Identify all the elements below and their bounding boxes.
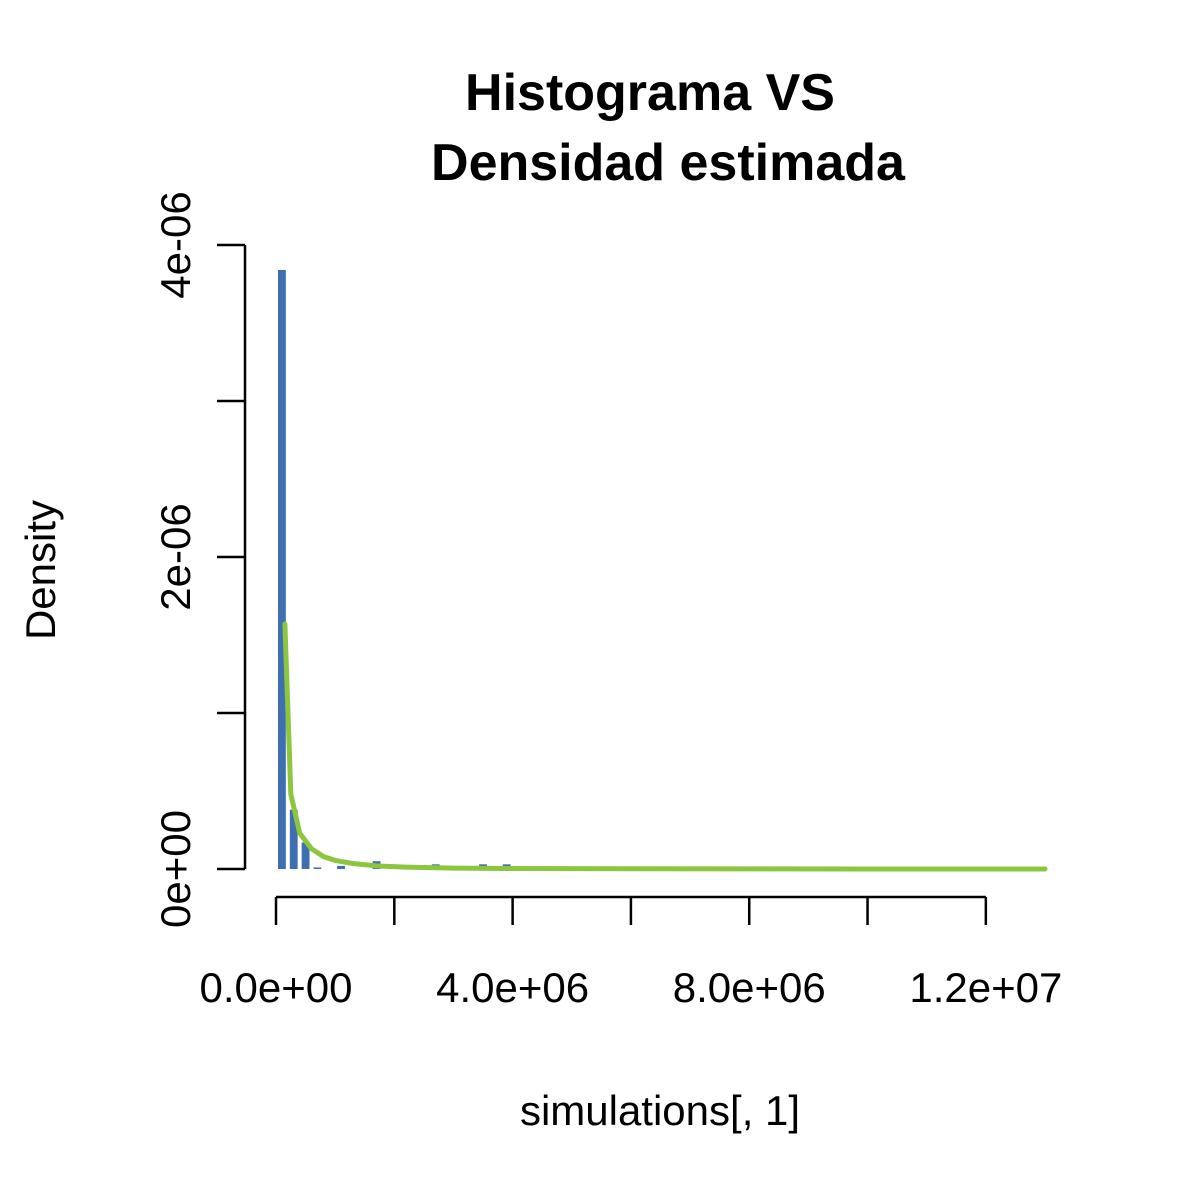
y-tick-label: 4e-06 <box>152 191 199 298</box>
histogram-bar <box>301 842 310 869</box>
x-tick-label: 8.0e+06 <box>673 964 826 1011</box>
histogram-bars <box>278 269 511 870</box>
histogram-bar <box>278 269 286 870</box>
y-tick-label: 2e-06 <box>152 503 199 610</box>
chart-title-line-2: Densidad estimada <box>431 134 906 192</box>
density-curve <box>282 621 1048 872</box>
y-axis-label: Density <box>17 500 64 640</box>
x-tick-label: 1.2e+07 <box>909 964 1062 1011</box>
x-tick-label: 4.0e+06 <box>436 964 589 1011</box>
x-axis: 0.0e+00 4.0e+06 8.0e+06 1.2e+07 <box>200 895 1062 1011</box>
chart-title-line-1: Histograma VS <box>465 64 835 122</box>
x-axis-label: simulations[, 1] <box>520 1087 800 1134</box>
histogram-bar <box>313 867 322 869</box>
x-tick-label: 0.0e+00 <box>200 964 353 1011</box>
density-curve-layer <box>282 621 1048 872</box>
histogram-bar <box>337 865 345 869</box>
histogram-bar <box>289 809 298 869</box>
y-axis: 0e+00 2e-06 4e-06 <box>152 191 247 928</box>
y-tick-label: 0e+00 <box>152 810 199 928</box>
